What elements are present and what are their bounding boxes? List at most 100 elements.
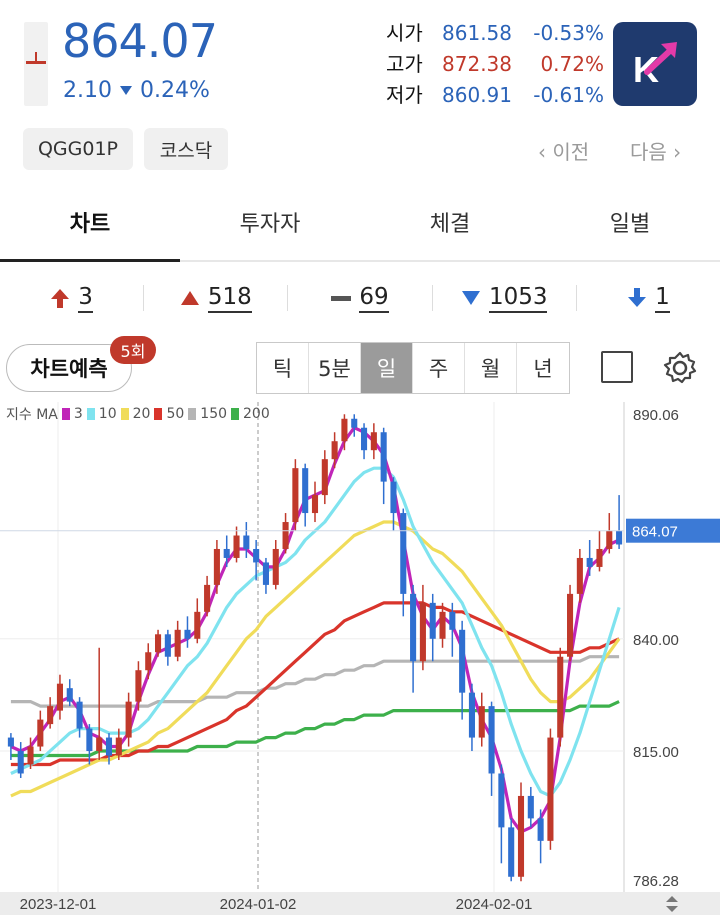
market-chip[interactable]: 코스닥 <box>144 128 228 170</box>
candle-body <box>105 737 113 756</box>
candle-body <box>459 629 466 693</box>
next-button[interactable]: 다음 › <box>630 140 682 164</box>
y-tick-label: 840.00 <box>633 632 679 649</box>
period-day[interactable]: 일 <box>361 343 413 393</box>
candle-body <box>606 531 613 549</box>
candle-body <box>115 737 122 756</box>
app-logo[interactable]: K <box>613 22 697 106</box>
low-percent: -0.61% <box>533 83 604 107</box>
prev-button[interactable]: ‹ 이전 <box>538 140 590 164</box>
period-tick[interactable]: 틱 <box>257 343 309 393</box>
candle-body <box>135 670 142 702</box>
candle-body <box>155 634 162 653</box>
legend-swatch-50 <box>154 408 163 420</box>
candle-body <box>272 548 279 585</box>
triangle-up-icon <box>180 291 199 305</box>
candle-body <box>537 818 544 841</box>
high-label: 고가 <box>386 52 423 76</box>
ohl-panel: 시가 861.58 -0.53% 고가 872.38 0.72% 저가 860.… <box>386 18 604 111</box>
legend-swatch-20 <box>120 408 129 420</box>
candle-body <box>380 432 387 482</box>
open-row: 시가 861.58 -0.53% <box>386 18 604 49</box>
candle-body <box>547 737 554 841</box>
candle-body <box>223 548 230 558</box>
candle-body <box>311 495 319 514</box>
legend-swatch-200 <box>231 408 240 420</box>
period-month[interactable]: 월 <box>465 343 517 393</box>
candle-body <box>164 634 171 657</box>
candle-body <box>86 728 93 752</box>
index-code-chip[interactable]: QGG01P <box>23 128 133 170</box>
period-selector: 틱 5분 일 주 월 년 <box>256 342 570 394</box>
arrow-up-icon <box>51 289 70 308</box>
candle-body <box>96 737 103 752</box>
candle-body <box>557 656 564 738</box>
candle-body <box>204 584 211 612</box>
candle-body <box>321 459 328 496</box>
tab-trades[interactable]: 체결 <box>429 212 471 237</box>
candle-body <box>253 548 260 563</box>
legend-title: 지수 MA <box>6 407 58 423</box>
price-change: 2.10 0.24% <box>63 78 210 103</box>
low-value: 860.91 <box>442 83 512 107</box>
candle-body <box>243 535 250 549</box>
candle-body <box>361 427 368 451</box>
legend-swatch-10 <box>86 408 95 420</box>
candle-body <box>586 557 593 567</box>
candle-body <box>213 548 220 585</box>
x-tick-label: 2024-01-02 <box>220 896 297 913</box>
candle-body <box>184 629 191 639</box>
candle-body <box>233 535 240 558</box>
chart-predict-button[interactable]: 차트예측 <box>6 344 132 392</box>
candlestick-chart[interactable]: 890.06 840.00 815.00 786.28 2023-12-01 2024-0… <box>0 402 720 915</box>
candle-body <box>66 688 73 702</box>
candle-body <box>429 602 436 639</box>
unchanged-stat[interactable]: 69 <box>288 283 431 313</box>
period-year[interactable]: 년 <box>533 357 553 381</box>
candle-body <box>410 593 417 662</box>
legend-label-20: 20 <box>132 406 151 422</box>
market-breadth: 3 518 69 1053 1 <box>0 276 720 320</box>
high-percent: 0.72% <box>540 52 604 76</box>
candle-body <box>341 418 348 442</box>
open-label: 시가 <box>386 21 423 45</box>
candle-body <box>468 692 475 738</box>
gear-icon[interactable] <box>662 350 698 386</box>
candle-body <box>292 468 299 523</box>
period-week[interactable]: 주 <box>413 343 465 393</box>
candle-body <box>17 751 24 774</box>
candle-body <box>56 683 63 711</box>
candle-body <box>400 513 407 594</box>
candle-body <box>351 418 358 428</box>
scroll-down-icon <box>666 906 678 912</box>
chevron-right-icon: › <box>666 140 682 164</box>
open-value: 861.58 <box>442 21 512 45</box>
candle-body <box>508 827 515 877</box>
tab-chart[interactable]: 차트 <box>0 196 180 262</box>
arrow-down-icon <box>628 288 647 307</box>
rising-stat[interactable]: 518 <box>144 283 287 313</box>
lower-limit-stat[interactable]: 1 <box>577 283 720 313</box>
y-tick-label: 815.00 <box>633 744 679 761</box>
upper-limit-stat[interactable]: 3 <box>0 283 143 313</box>
tab-investor[interactable]: 투자자 <box>239 212 301 237</box>
change-value: 2.10 <box>63 78 112 103</box>
fullscreen-checkbox[interactable] <box>601 351 633 383</box>
candle-body <box>488 706 495 774</box>
legend-swatch-3 <box>61 408 70 420</box>
current-price: 864.07 <box>62 14 218 68</box>
falling-stat[interactable]: 1053 <box>433 283 576 313</box>
candle-body <box>7 737 14 747</box>
period-5min[interactable]: 5분 <box>309 343 361 393</box>
candle-body <box>449 611 456 630</box>
legend-swatch-150 <box>188 408 197 420</box>
candle-body <box>517 795 525 877</box>
k-logo-icon: K <box>633 42 677 90</box>
candle-body <box>527 795 534 819</box>
candle-body <box>331 441 338 460</box>
candle-body <box>145 652 152 671</box>
chevron-left-icon: ‹ <box>538 140 553 164</box>
tab-daily[interactable]: 일별 <box>609 212 651 237</box>
open-percent: -0.53% <box>533 21 604 45</box>
candle-body <box>596 548 603 567</box>
